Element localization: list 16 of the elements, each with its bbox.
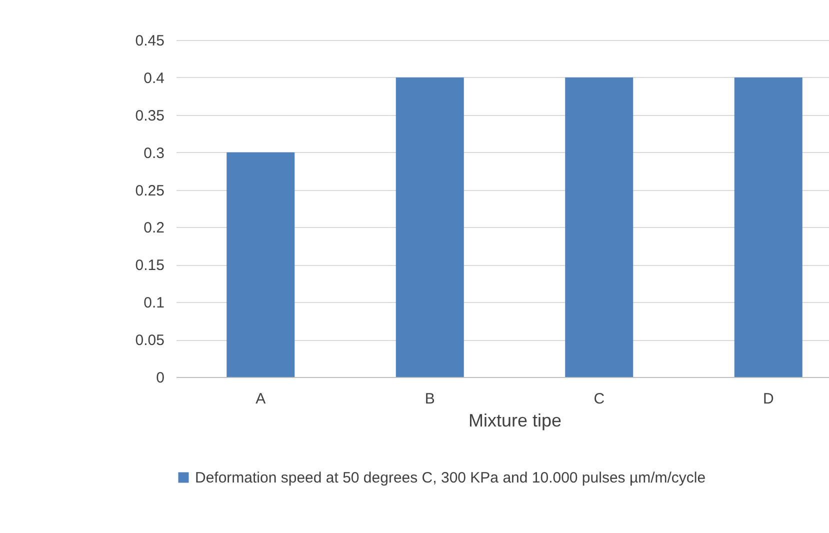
x-axis-title: Mixture tipe xyxy=(468,410,562,430)
y-tick-label: 0.15 xyxy=(135,257,164,274)
y-tick-label: 0.3 xyxy=(144,144,164,162)
x-tick-label: C xyxy=(594,390,605,408)
legend-label: Deformation speed at 50 degrees C, 300 KPa and 10.000 pulses µm/m/cycle xyxy=(195,470,706,486)
y-tick-label: 0.05 xyxy=(135,332,164,350)
y-tick-label: 0.45 xyxy=(135,32,164,50)
y-tick-label: 0.4 xyxy=(144,70,164,87)
x-tick-label: D xyxy=(762,390,774,408)
y-tick-label: 0.25 xyxy=(135,182,164,200)
y-tick-label: 0 xyxy=(156,370,164,386)
x-tick-label: B xyxy=(424,390,435,408)
y-tick-label: 0.1 xyxy=(144,294,164,312)
y-tick-label: 0.35 xyxy=(135,107,164,124)
x-tick-label: A xyxy=(256,390,266,408)
y-tick-label: 0.2 xyxy=(144,220,164,237)
